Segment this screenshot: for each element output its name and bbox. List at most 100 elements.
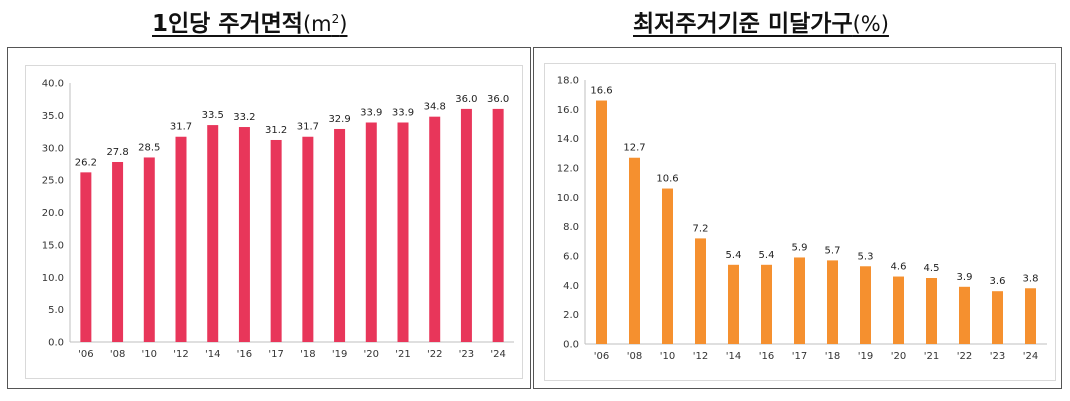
right-x-tick-label: '17 bbox=[792, 351, 807, 362]
right-chart-area: 0.0 2.0 4.0 6.0 8.0 10.0 12.0 14.0 16.0 18.0 16.6 '… bbox=[544, 63, 1056, 381]
left-x-tick-label: '17 bbox=[268, 349, 283, 360]
right-x-tick-label: '06 bbox=[594, 351, 609, 362]
right-title-unit: (%) bbox=[852, 12, 889, 36]
right-data-label: 10.6 bbox=[656, 174, 678, 185]
right-data-label: 4.5 bbox=[924, 263, 940, 274]
right-data-label: 5.9 bbox=[792, 242, 808, 253]
left-title-main: 1인당 주거면적 bbox=[152, 11, 303, 37]
right-bar bbox=[992, 291, 1003, 344]
left-x-tick-label: '08 bbox=[110, 349, 125, 360]
right-bar bbox=[893, 276, 904, 344]
left-y-tick-label: 15.0 bbox=[42, 240, 64, 251]
right-chart-panel: 0.0 2.0 4.0 6.0 8.0 10.0 12.0 14.0 16.0 18.0 16.6 '… bbox=[533, 47, 1062, 389]
right-x-tick-label: '19 bbox=[858, 351, 873, 362]
right-y-tick-label: 6.0 bbox=[563, 252, 579, 263]
left-y-tick-label: 30.0 bbox=[42, 143, 64, 154]
right-x-tick-label: '18 bbox=[825, 351, 840, 362]
right-bar bbox=[827, 260, 838, 344]
left-unit-close: ) bbox=[339, 12, 348, 36]
right-x-tick-label: '16 bbox=[759, 351, 774, 362]
right-y-tick-label: 18.0 bbox=[557, 76, 579, 87]
left-y-tick-label: 10.0 bbox=[42, 273, 64, 284]
right-bar bbox=[959, 286, 970, 344]
right-title-main: 최저주거기준 미달가구 bbox=[633, 11, 853, 37]
left-bar bbox=[334, 128, 346, 342]
left-x-tick-label: '22 bbox=[427, 349, 442, 360]
left-y-tick-label: 20.0 bbox=[42, 208, 64, 219]
left-bar bbox=[238, 127, 250, 342]
right-bar bbox=[860, 266, 871, 344]
left-data-label: 33.5 bbox=[202, 110, 224, 121]
right-bar bbox=[662, 188, 673, 344]
right-y-tick-label: 2.0 bbox=[563, 310, 579, 321]
left-data-label: 27.8 bbox=[106, 147, 128, 158]
left-data-label: 31.2 bbox=[265, 125, 287, 136]
left-x-tick-label: '23 bbox=[459, 349, 474, 360]
right-bar bbox=[728, 264, 739, 344]
right-bar bbox=[761, 264, 772, 344]
right-data-label: 5.3 bbox=[858, 251, 874, 262]
right-data-label: 3.6 bbox=[990, 276, 1006, 287]
left-bar bbox=[270, 139, 282, 342]
left-y-tick-label: 35.0 bbox=[42, 111, 64, 122]
left-data-label: 28.5 bbox=[138, 142, 160, 153]
right-y-tick-label: 4.0 bbox=[563, 281, 579, 292]
left-data-label: 36.0 bbox=[487, 94, 509, 105]
right-x-tick-label: '23 bbox=[990, 351, 1005, 362]
left-x-tick-label: '10 bbox=[142, 349, 157, 360]
right-y-tick-label: 16.0 bbox=[557, 105, 579, 116]
right-bar bbox=[926, 278, 937, 344]
left-chart-panel: 0.0 5.0 10.0 15.0 20.0 25.0 30.0 35.0 40.0 26.2 '0… bbox=[7, 47, 531, 389]
right-x-tick-label: '21 bbox=[924, 351, 939, 362]
left-data-label: 33.9 bbox=[360, 107, 382, 118]
left-x-tick-label: '06 bbox=[78, 349, 93, 360]
right-y-tick-label: 12.0 bbox=[557, 164, 579, 175]
left-bar-chart: 0.0 5.0 10.0 15.0 20.0 25.0 30.0 35.0 40.0 26.2 '0… bbox=[42, 79, 514, 360]
left-bar bbox=[460, 108, 472, 343]
left-bar bbox=[492, 108, 504, 343]
left-x-tick-label: '20 bbox=[364, 349, 379, 360]
left-bar bbox=[112, 161, 124, 342]
right-chart-title: 최저주거기준 미달가구(%) bbox=[633, 4, 889, 42]
right-x-tick-label: '10 bbox=[660, 351, 675, 362]
right-y-tick-label: 0.0 bbox=[563, 340, 579, 351]
left-bar bbox=[143, 157, 155, 342]
left-y-tick-label: 25.0 bbox=[42, 176, 64, 187]
left-y-tick-label: 40.0 bbox=[42, 79, 64, 90]
left-x-tick-label: '21 bbox=[395, 349, 410, 360]
left-title-unit: (m2) bbox=[303, 12, 348, 36]
right-bar bbox=[695, 238, 706, 344]
left-bar bbox=[80, 172, 92, 342]
right-x-tick-label: '14 bbox=[726, 351, 741, 362]
right-data-label: 5.4 bbox=[759, 250, 775, 261]
left-bar bbox=[365, 122, 377, 342]
left-y-tick-label: 5.0 bbox=[48, 305, 64, 316]
right-data-label: 16.6 bbox=[590, 86, 612, 97]
right-data-label: 3.9 bbox=[957, 272, 973, 283]
left-chart-title: 1인당 주거면적(m2) bbox=[152, 4, 347, 42]
right-x-tick-label: '24 bbox=[1023, 351, 1038, 362]
right-data-label: 7.2 bbox=[693, 223, 709, 234]
left-data-label: 33.2 bbox=[233, 112, 255, 123]
left-y-tick-label: 0.0 bbox=[48, 338, 64, 349]
right-data-label: 4.6 bbox=[891, 262, 907, 273]
left-x-tick-label: '12 bbox=[173, 349, 188, 360]
right-bar-chart: 0.0 2.0 4.0 6.0 8.0 10.0 12.0 14.0 16.0 18.0 16.6 '… bbox=[557, 76, 1047, 362]
right-bar bbox=[794, 257, 805, 344]
left-data-label: 32.9 bbox=[328, 114, 350, 125]
left-x-tick-label: '24 bbox=[490, 349, 505, 360]
right-x-tick-label: '20 bbox=[891, 351, 906, 362]
right-y-tick-label: 8.0 bbox=[563, 222, 579, 233]
left-unit-sup: 2 bbox=[331, 12, 340, 26]
right-data-label: 3.8 bbox=[1023, 273, 1039, 284]
right-x-tick-label: '12 bbox=[693, 351, 708, 362]
right-bar bbox=[596, 100, 607, 345]
left-data-label: 31.7 bbox=[170, 122, 192, 133]
left-data-label: 26.2 bbox=[75, 157, 97, 168]
left-bar bbox=[175, 136, 187, 342]
right-bar bbox=[1025, 288, 1036, 344]
left-x-tick-label: '14 bbox=[205, 349, 220, 360]
right-x-tick-label: '22 bbox=[957, 351, 972, 362]
left-x-tick-label: '19 bbox=[332, 349, 347, 360]
right-y-tick-label: 10.0 bbox=[557, 193, 579, 204]
